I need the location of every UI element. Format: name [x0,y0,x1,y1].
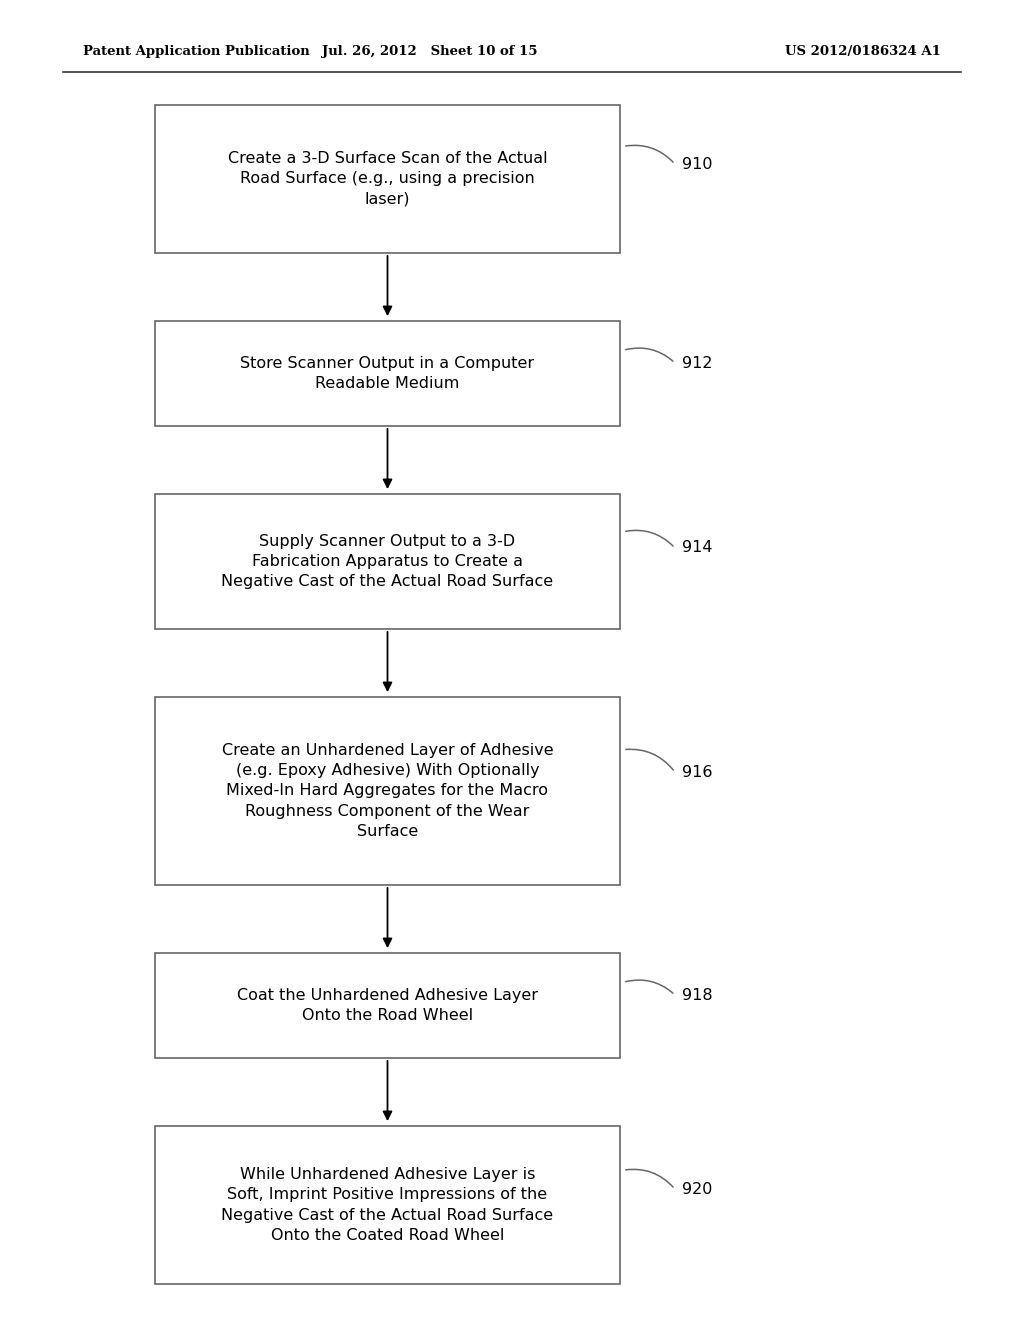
Text: 912: 912 [682,355,713,371]
Text: US 2012/0186324 A1: US 2012/0186324 A1 [785,45,941,58]
Bar [155,953,620,1059]
Bar [155,1126,620,1284]
Text: 910: 910 [682,157,713,172]
Text: 916: 916 [682,764,713,780]
Bar [155,697,620,884]
Text: Store Scanner Output in a Computer
Readable Medium: Store Scanner Output in a Computer Reada… [241,356,535,391]
Text: 918: 918 [682,987,713,1002]
Bar [155,106,620,253]
Text: 914: 914 [682,540,713,556]
Bar [155,494,620,630]
Text: While Unhardened Adhesive Layer is
Soft, Imprint Positive Impressions of the
Neg: While Unhardened Adhesive Layer is Soft,… [221,1167,554,1243]
Text: Create a 3-D Surface Scan of the Actual
Road Surface (e.g., using a precision
la: Create a 3-D Surface Scan of the Actual … [227,150,547,207]
Text: Coat the Unhardened Adhesive Layer
Onto the Road Wheel: Coat the Unhardened Adhesive Layer Onto … [237,987,538,1023]
Text: Jul. 26, 2012   Sheet 10 of 15: Jul. 26, 2012 Sheet 10 of 15 [323,45,538,58]
Text: Create an Unhardened Layer of Adhesive
(e.g. Epoxy Adhesive) With Optionally
Mix: Create an Unhardened Layer of Adhesive (… [221,743,553,840]
Text: Supply Scanner Output to a 3-D
Fabrication Apparatus to Create a
Negative Cast o: Supply Scanner Output to a 3-D Fabricati… [221,533,554,590]
Text: 920: 920 [682,1181,713,1197]
Bar [155,321,620,426]
Text: Patent Application Publication: Patent Application Publication [83,45,309,58]
